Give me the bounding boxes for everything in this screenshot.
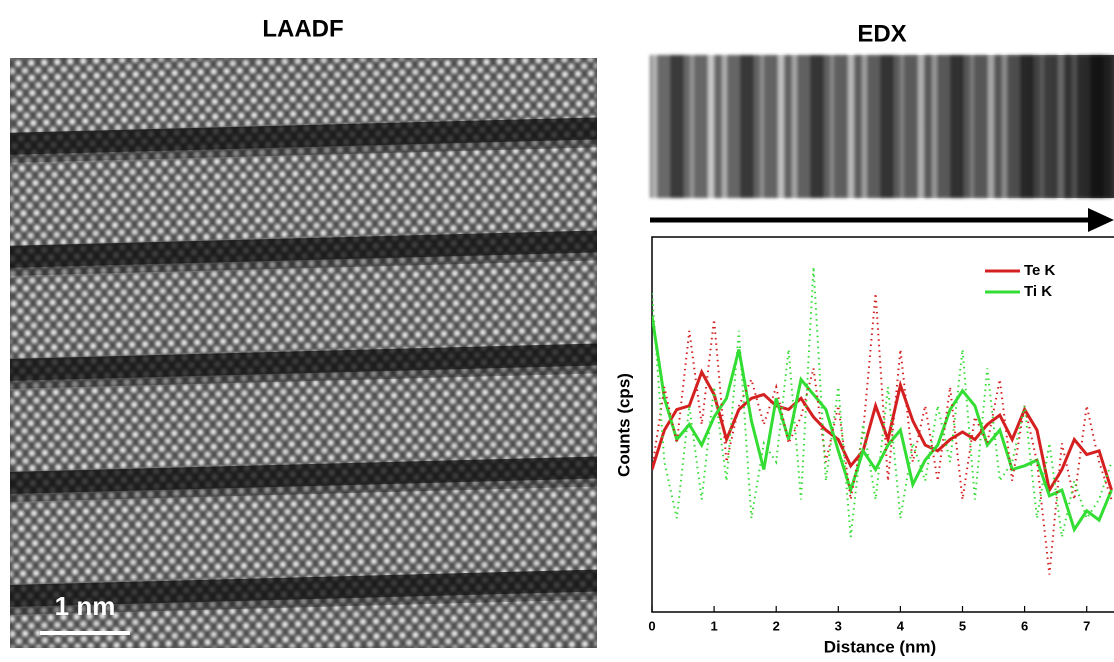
x-tick-label: 6: [1021, 618, 1028, 633]
legend-label: Te K: [1024, 262, 1056, 279]
series-line: [652, 315, 1113, 533]
series-line: [652, 368, 1113, 495]
scan-arrow: [650, 208, 1114, 232]
laadf-image: [10, 58, 597, 648]
x-tick-label: 3: [835, 618, 842, 633]
x-tick-label: 0: [648, 618, 655, 633]
panel-title: LAADF: [262, 15, 343, 42]
edx-image: [650, 55, 1114, 198]
x-tick-label: 4: [897, 618, 905, 633]
y-axis-label: Counts (cps): [614, 373, 633, 477]
raw-line: [652, 266, 1113, 538]
scale-bar-label: 1 nm: [55, 591, 116, 621]
x-tick-label: 1: [710, 618, 717, 633]
x-tick-label: 5: [959, 618, 966, 633]
x-axis-label: Distance (nm): [824, 637, 936, 656]
x-tick-label: 2: [773, 618, 780, 633]
panel-title: EDX: [857, 20, 906, 47]
plot-frame: [651, 236, 1114, 613]
x-tick-label: 7: [1083, 618, 1090, 633]
legend-label: Ti K: [1024, 283, 1052, 300]
